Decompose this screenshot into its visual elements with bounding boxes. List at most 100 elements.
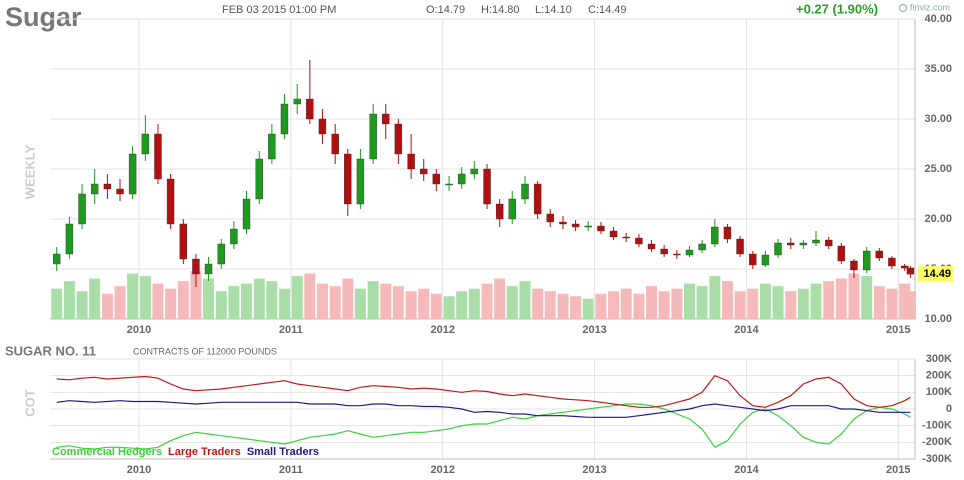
volume-bar	[405, 291, 417, 319]
candle-body	[799, 242, 808, 246]
volume-bar	[63, 281, 75, 319]
candle-body	[382, 113, 390, 125]
candle-body	[306, 98, 314, 120]
volume-bar	[747, 288, 759, 319]
candle-body	[394, 123, 403, 155]
x-tick-label: 2010	[127, 464, 151, 476]
volume-bar	[114, 286, 126, 319]
candle-body	[293, 98, 301, 105]
source-label: finviz.com	[910, 2, 950, 12]
volume-bar	[904, 291, 916, 319]
volume-bar	[443, 296, 455, 319]
x-tick-label: 2013	[582, 464, 606, 476]
volume-bar	[456, 291, 468, 319]
y-tick-label: 25.00	[924, 163, 952, 175]
candle-body	[318, 118, 327, 135]
candle-body	[116, 188, 124, 195]
volume-bar	[430, 293, 442, 319]
volume-bar	[329, 286, 341, 319]
y-tick-label: 300K	[926, 353, 952, 365]
candle-body	[875, 250, 884, 259]
candle-body	[698, 243, 706, 251]
candle-body	[685, 249, 694, 256]
volume-bar	[215, 291, 227, 319]
candle-body	[546, 213, 554, 223]
volume-bar	[797, 288, 809, 319]
last-price-box	[918, 266, 953, 283]
volume-bar	[861, 276, 873, 319]
candle-body	[850, 260, 858, 271]
volume-bar	[544, 291, 556, 319]
volume-bar	[886, 288, 898, 319]
volume-bar	[785, 291, 797, 319]
y-tick-label: 20.00	[924, 213, 952, 225]
volume-bar	[810, 283, 822, 319]
x-tick-label: 2012	[430, 464, 454, 476]
volume-bar	[101, 293, 113, 319]
x-tick-label: 2014	[734, 464, 759, 476]
cot-title: SUGAR NO. 11	[5, 343, 96, 358]
volume-bar	[481, 283, 493, 319]
candle-body	[166, 178, 175, 225]
volume-bar	[152, 283, 164, 319]
source-icon	[899, 4, 907, 12]
candle-body	[192, 258, 200, 275]
volume-bar	[89, 278, 101, 319]
candle-body	[787, 242, 795, 246]
candle-body	[609, 230, 618, 238]
candle-body	[457, 173, 466, 185]
candle-body	[660, 248, 668, 255]
candle-body	[255, 158, 263, 200]
candle-body	[432, 173, 441, 185]
cot-label: COT	[22, 389, 37, 417]
y-tick-label: -200K	[922, 436, 952, 448]
volume-bar	[380, 283, 392, 319]
y-tick-label: -100K	[922, 420, 952, 432]
y-tick-label: 40.00	[924, 13, 952, 25]
series-line	[56, 400, 911, 418]
volume-bar	[468, 288, 480, 319]
volume-bar	[671, 288, 683, 319]
series-line	[56, 374, 911, 408]
candle-body	[369, 113, 377, 160]
legend-entry: Small Traders	[247, 446, 319, 458]
x-tick-label: 2014	[734, 324, 759, 336]
volume-bar	[76, 291, 88, 319]
volume-bar	[772, 286, 784, 319]
candle-body	[571, 223, 580, 228]
candle-body	[268, 133, 276, 160]
volume-bar	[165, 288, 177, 319]
volume-bar	[316, 283, 328, 319]
candle-body	[65, 223, 74, 255]
grid	[50, 18, 915, 320]
chart-title: Sugar	[5, 2, 82, 32]
candle-body	[888, 257, 896, 267]
volume-bar	[570, 296, 582, 319]
candle-body	[141, 133, 150, 155]
ohlc-label: H:14.80	[481, 4, 520, 16]
candle-body	[103, 183, 112, 190]
volume-bar	[709, 276, 721, 319]
candle-body	[356, 158, 365, 205]
candle-body	[863, 250, 871, 271]
candle-body	[280, 103, 289, 135]
candle-body	[495, 203, 504, 220]
volume-bar	[582, 298, 594, 319]
volume-bar	[658, 291, 670, 319]
volume-bar	[291, 276, 303, 319]
y-tick-label: 30.00	[924, 113, 952, 125]
candle-body	[128, 153, 137, 195]
volume-bar	[620, 288, 632, 319]
candle-body	[825, 239, 833, 247]
volume-bar	[127, 273, 139, 319]
volume-bar	[51, 288, 63, 319]
volume-bar	[266, 281, 278, 319]
x-tick-label: 2010	[127, 324, 151, 336]
candle-body	[774, 242, 782, 256]
candle-body	[622, 236, 630, 239]
candle-body	[483, 168, 491, 205]
candle-body	[597, 225, 605, 232]
candle-body	[154, 133, 162, 180]
volume-bar	[823, 281, 835, 319]
volume-bar	[190, 271, 202, 319]
